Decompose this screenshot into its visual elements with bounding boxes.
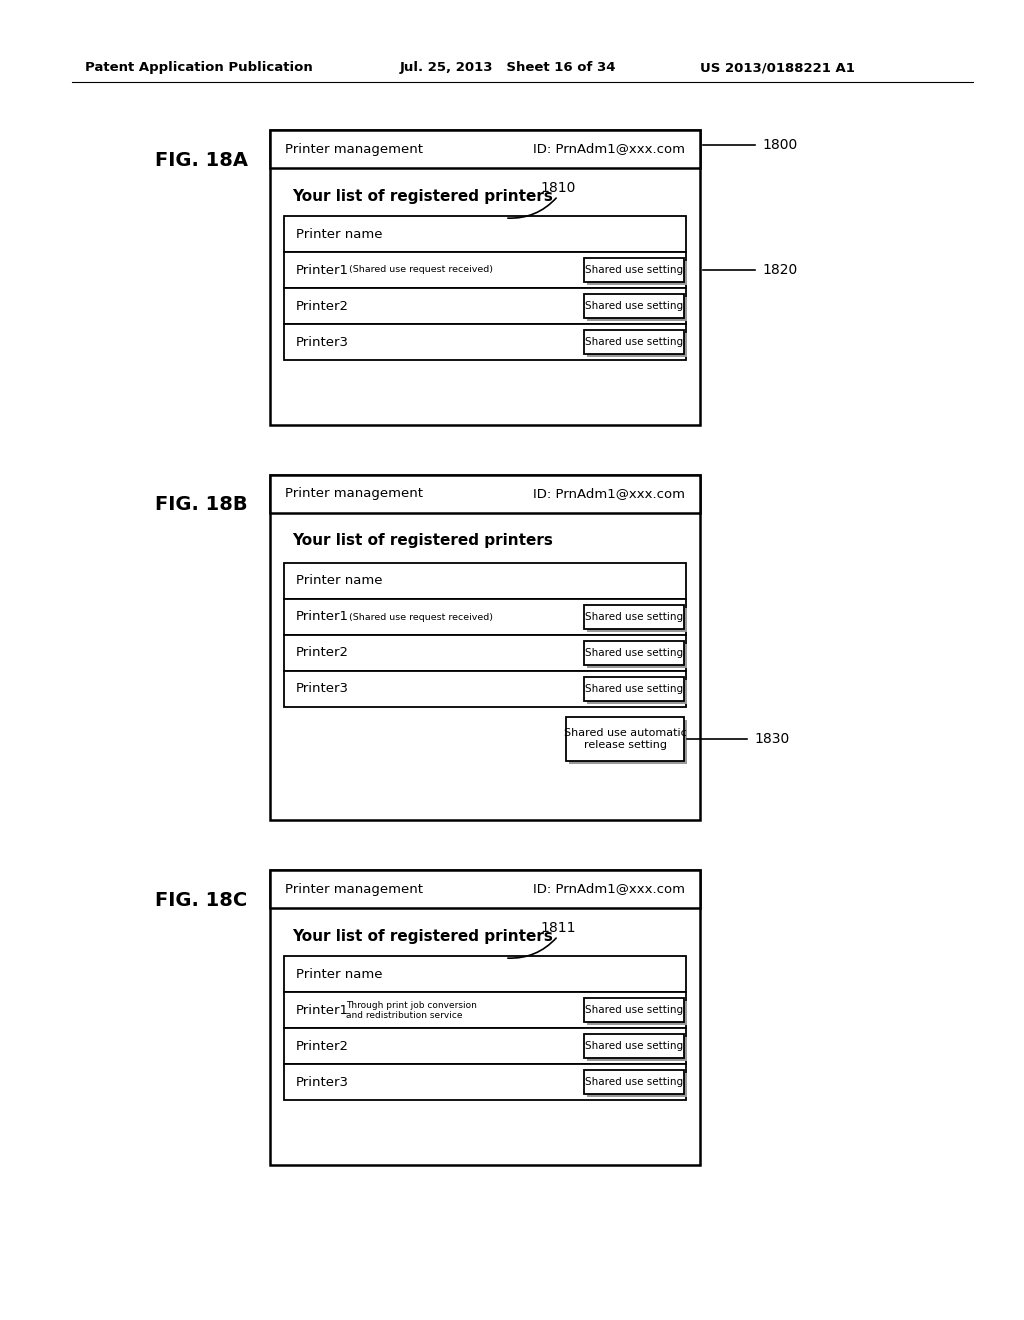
Text: Printer1: Printer1 (296, 1003, 349, 1016)
Text: Shared use setting: Shared use setting (585, 337, 683, 347)
Text: Jul. 25, 2013   Sheet 16 of 34: Jul. 25, 2013 Sheet 16 of 34 (400, 62, 616, 74)
Text: Shared use setting: Shared use setting (585, 265, 683, 275)
Bar (584, 294, 684, 318)
Text: Printer name: Printer name (296, 574, 383, 587)
Text: Shared use setting: Shared use setting (585, 648, 683, 657)
Text: Shared use setting: Shared use setting (585, 684, 683, 694)
Bar (284, 671, 686, 708)
Text: (Shared use request received): (Shared use request received) (346, 612, 493, 622)
Bar (284, 288, 686, 323)
Bar (284, 216, 686, 252)
Bar (270, 129, 700, 168)
Bar (284, 252, 686, 288)
Bar (284, 323, 686, 360)
Text: 1811: 1811 (540, 921, 575, 935)
Text: Printer name: Printer name (296, 968, 383, 981)
Text: Printer3: Printer3 (296, 1076, 349, 1089)
Text: ID: PrnAdm1@xxx.com: ID: PrnAdm1@xxx.com (534, 883, 685, 895)
Bar (587, 680, 687, 704)
Text: Printer2: Printer2 (296, 647, 349, 660)
Bar (284, 956, 686, 993)
Text: Through print job conversion: Through print job conversion (346, 1001, 477, 1010)
Text: US 2013/0188221 A1: US 2013/0188221 A1 (700, 62, 855, 74)
Text: Shared use setting: Shared use setting (585, 301, 683, 312)
Text: Your list of registered printers: Your list of registered printers (292, 189, 553, 203)
Text: 1830: 1830 (754, 733, 790, 746)
Text: Printer2: Printer2 (296, 300, 349, 313)
Bar (584, 605, 684, 630)
Bar (284, 635, 686, 671)
Text: Shared use setting: Shared use setting (585, 1005, 683, 1015)
Bar (584, 998, 684, 1022)
Bar (284, 599, 686, 635)
Bar (587, 1001, 687, 1026)
Text: Shared use setting: Shared use setting (585, 1077, 683, 1086)
Bar (284, 564, 686, 599)
Text: FIG. 18A: FIG. 18A (155, 150, 248, 169)
Bar (587, 261, 687, 285)
Bar (587, 297, 687, 321)
Text: ID: PrnAdm1@xxx.com: ID: PrnAdm1@xxx.com (534, 143, 685, 156)
Text: (Shared use request received): (Shared use request received) (346, 265, 493, 275)
Text: Printer1: Printer1 (296, 264, 349, 276)
Bar (569, 719, 687, 764)
Text: Printer3: Printer3 (296, 335, 349, 348)
Text: 1800: 1800 (762, 139, 798, 152)
Bar (587, 1073, 687, 1097)
Bar (284, 993, 686, 1028)
Text: Printer3: Printer3 (296, 682, 349, 696)
Text: Printer management: Printer management (285, 487, 423, 500)
Text: Printer1: Printer1 (296, 610, 349, 623)
Bar (584, 257, 684, 282)
Bar (584, 677, 684, 701)
Text: Shared use setting: Shared use setting (585, 612, 683, 622)
Bar (587, 609, 687, 632)
Text: Your list of registered printers: Your list of registered printers (292, 928, 553, 944)
Bar (587, 1038, 687, 1061)
Text: Printer management: Printer management (285, 883, 423, 895)
Bar (270, 129, 700, 425)
Bar (584, 330, 684, 354)
Bar (284, 1064, 686, 1100)
Bar (270, 870, 700, 908)
Text: 1810: 1810 (540, 181, 575, 195)
Text: Printer name: Printer name (296, 227, 383, 240)
Bar (566, 717, 684, 762)
Bar (584, 1034, 684, 1059)
Text: 1820: 1820 (762, 263, 798, 277)
Text: Shared use setting: Shared use setting (585, 1041, 683, 1051)
Text: FIG. 18C: FIG. 18C (155, 891, 247, 909)
Text: Printer management: Printer management (285, 143, 423, 156)
Text: ID: PrnAdm1@xxx.com: ID: PrnAdm1@xxx.com (534, 487, 685, 500)
Bar (270, 475, 700, 820)
Bar (270, 870, 700, 1166)
Bar (587, 333, 687, 356)
Bar (587, 644, 687, 668)
Text: Your list of registered printers: Your list of registered printers (292, 533, 553, 549)
Text: and redistribution service: and redistribution service (346, 1011, 463, 1020)
Text: Patent Application Publication: Patent Application Publication (85, 62, 312, 74)
Text: Shared use automatic
release setting: Shared use automatic release setting (563, 729, 686, 750)
Bar (284, 1028, 686, 1064)
Text: Printer2: Printer2 (296, 1040, 349, 1052)
Bar (270, 475, 700, 513)
Bar (584, 642, 684, 665)
Text: FIG. 18B: FIG. 18B (155, 495, 248, 515)
Bar (584, 1071, 684, 1094)
